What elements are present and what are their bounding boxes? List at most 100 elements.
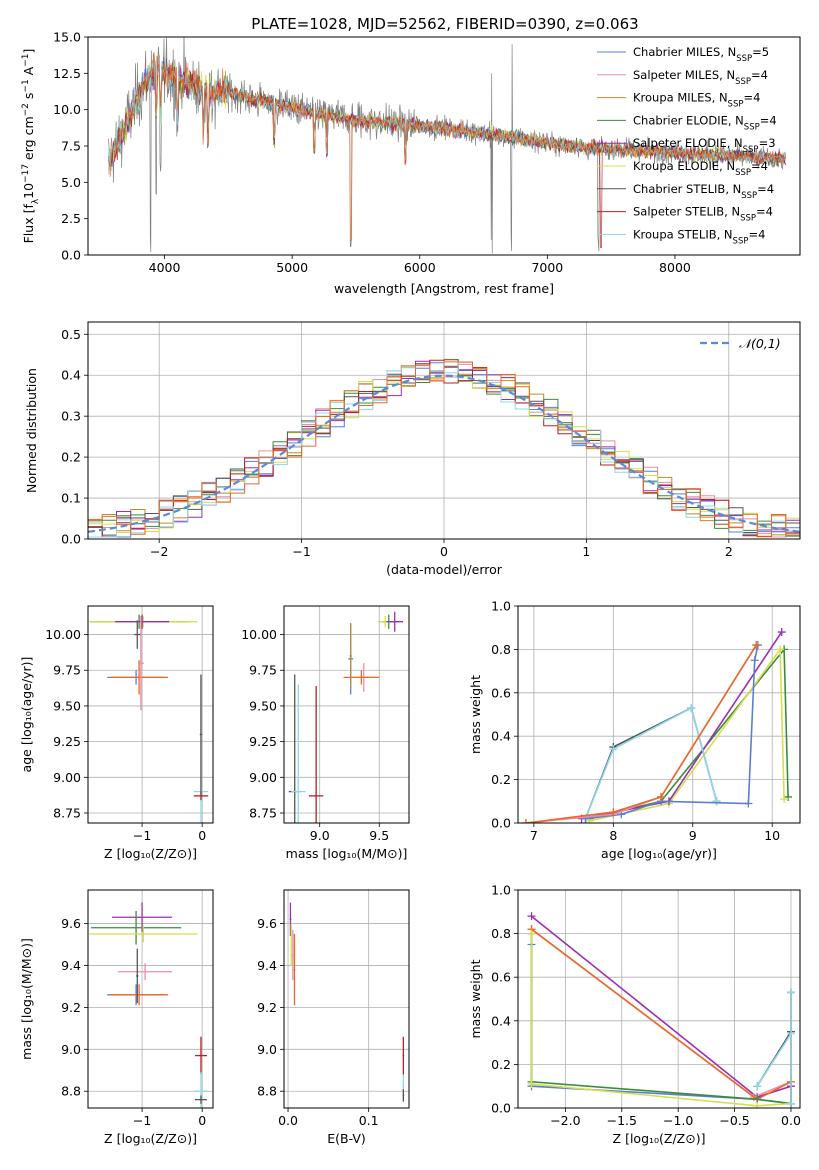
residuals-ytick-label: 0.3 xyxy=(61,409,81,424)
weight_vs_Z-point-marker xyxy=(786,1029,795,1038)
weight_vs_Z-ytick-label: 0.8 xyxy=(491,926,511,941)
residuals-xtick-label: 2 xyxy=(725,544,733,559)
residuals-ytick-label: 0.0 xyxy=(61,532,81,547)
age_vs_Z-ylabel: age [log₁₀(age/yr)] xyxy=(19,657,34,773)
weight_vs_age-point-marker xyxy=(750,656,759,665)
weight_vs_age-series-line xyxy=(585,644,759,820)
spectrum-legend-label: Salpeter ELODIE, NSSP=3 xyxy=(633,136,776,155)
spectrum-legend-text: Chabrier STELIB, N xyxy=(633,182,741,196)
weight_vs_Z-frame xyxy=(517,889,801,1109)
spectrum-ylabel-part: −1 xyxy=(21,54,31,67)
spectrum-xtick-label: 4000 xyxy=(149,260,181,275)
spectrum-ylabel-part: −1 xyxy=(21,79,31,92)
weight_vs_Z-axes: −2.0 −1.5 −1.0 −0.5 0.0 0.0 0.2 0.4 0.6 0.8 1.0 Z [… xyxy=(468,883,801,1147)
spectrum-legend-text: Kroupa STELIB, N xyxy=(633,227,733,241)
figure-title: PLATE=1028, MJD=52562, FIBERID=0390, z=0… xyxy=(251,15,638,33)
weight_vs_Z-point-marker xyxy=(527,929,536,938)
spectrum-ylabel-part: −17 xyxy=(21,164,31,183)
weight_vs_Z-xtick-label: −2.0 xyxy=(550,1113,580,1128)
spectrum-ytick-label: 10.0 xyxy=(53,102,81,117)
weight_vs_age-ylabel: mass weight xyxy=(468,675,483,754)
weight_vs_age-frame xyxy=(517,605,801,824)
residuals-xtick-label: 1 xyxy=(582,544,590,559)
mass_vs_EBV-frame xyxy=(283,889,410,1109)
weight_vs_Z-series-line xyxy=(531,928,792,1099)
residuals-xlabel: (data-model)/error xyxy=(386,562,503,577)
spectrum-legend-sub: SSP xyxy=(728,100,744,110)
age_vs_Z-ytick-label: 9.00 xyxy=(53,770,81,785)
residuals-xtick-label: −1 xyxy=(292,544,310,559)
weight_vs_Z-ytick-label: 0.2 xyxy=(491,1057,511,1072)
spectrum-legend-label: Chabrier MILES, NSSP=5 xyxy=(633,45,769,64)
mass_vs_EBV-xtick-label: 0.1 xyxy=(359,1113,379,1128)
spectrum-legend-sub: SSP xyxy=(735,168,751,178)
weight_vs_age-xtick-label: 10 xyxy=(764,828,780,843)
age_vs_mass-frame xyxy=(283,605,410,824)
weight_vs_Z-ylabel: mass weight xyxy=(468,959,483,1038)
spectrum-legend-tail: =5 xyxy=(752,45,769,59)
age_vs_Z-ytick-label: 8.75 xyxy=(53,806,81,821)
spectrum-ytick-label: 2.5 xyxy=(61,211,81,226)
age_vs_mass-ytick-label: 9.00 xyxy=(249,770,277,785)
spectrum-legend-label: Chabrier STELIB, NSSP=4 xyxy=(633,182,774,201)
mass_vs_Z-ytick-label: 9.0 xyxy=(61,1042,81,1057)
age_vs_mass-axes: 9.0 9.5 8.75 9.00 9.25 9.50 9.75 10.00 mass [log… xyxy=(241,605,410,861)
weight_vs_age-ytick-label: 0.0 xyxy=(491,816,511,831)
spectrum-legend-sub: SSP xyxy=(741,191,757,201)
weight_vs_age-point-marker xyxy=(687,703,696,712)
residuals-ytick-label: 0.1 xyxy=(61,491,81,506)
spectrum-legend-label: Kroupa STELIB, NSSP=4 xyxy=(633,227,765,246)
age_vs_Z-ytick-label: 9.50 xyxy=(53,698,81,713)
age_vs_mass-xtick-label: 9.5 xyxy=(369,828,389,843)
weight_vs_Z-xtick-label: −0.5 xyxy=(719,1113,749,1128)
spectrum-legend-label: Chabrier ELODIE, NSSP=4 xyxy=(633,113,777,132)
weight_vs_Z-series-line xyxy=(756,992,792,1104)
spectrum-ylabel-part: ] xyxy=(21,49,36,54)
spectrum-xlabel: wavelength [Angstrom, rest frame] xyxy=(334,281,554,296)
weight_vs_age-point-marker xyxy=(777,628,786,637)
spectrum-axes: 4000 5000 6000 7000 8000 0.0 2.5 5.0 7.5 10.0 12.5… xyxy=(21,30,801,296)
weight_vs_age-point-marker xyxy=(752,641,761,650)
age_vs_mass-ytick-label: 8.75 xyxy=(249,806,277,821)
weight_vs_age-series-line xyxy=(589,647,789,820)
age_vs_Z-frame xyxy=(87,605,214,824)
weight_vs_age-series-line xyxy=(584,706,718,819)
mass_vs_EBV-ytick-label: 9.2 xyxy=(257,1000,277,1015)
spectrum-legend-text: Salpeter STELIB, N xyxy=(633,205,740,219)
spectrum-legend-text: Salpeter ELODIE, N xyxy=(633,136,743,150)
mass_vs_Z-ylabel: mass [log₁₀(M/M⊙)] xyxy=(19,938,34,1060)
age_vs_Z-xlabel: Z [log₁₀(Z/Z⊙)] xyxy=(104,846,197,861)
weight_vs_Z-series-line xyxy=(756,992,792,1104)
weight_vs_age-point-marker xyxy=(744,799,753,808)
spectrum-legend-tail: =4 xyxy=(760,113,777,127)
weight_vs_age-xtick-label: 7 xyxy=(530,828,538,843)
weight_vs_age-point-marker xyxy=(780,795,789,804)
spectrum-ytick-label: 15.0 xyxy=(53,30,81,45)
spectrum-legend-sub: SSP xyxy=(740,214,756,224)
age_vs_Z-axes: −1 0 8.75 9.00 9.25 9.50 9.75 10.00 Z [log₁₀(Z/Z… xyxy=(19,605,214,861)
weight_vs_age-series-line xyxy=(589,647,785,822)
age_vs_Z-ytick-label: 9.75 xyxy=(53,663,81,678)
residuals-frame xyxy=(87,321,801,540)
mass_vs_Z-xtick-label: 0 xyxy=(198,1113,206,1128)
weight_vs_age-ytick-label: 0.2 xyxy=(491,772,511,787)
spectrum-legend-tail: =4 xyxy=(756,205,773,219)
weight_vs_Z-series-line xyxy=(531,928,792,1101)
spectrum-legend-sub: SSP xyxy=(736,54,752,64)
spectrum-legend-text: Kroupa ELODIE, N xyxy=(633,159,735,173)
weight_vs_Z-ytick-label: 0.0 xyxy=(491,1101,511,1116)
mass_vs_EBV-ytick-label: 9.0 xyxy=(257,1042,277,1057)
spectrum-legend-sub: SSP xyxy=(733,236,749,246)
weight_vs_age-xlabel: age [log₁₀(age/yr)] xyxy=(601,846,717,861)
spectrum-legend-text: Chabrier MILES, N xyxy=(633,45,736,59)
weight_vs_Z-point-marker xyxy=(786,988,795,997)
spectrum-legend-tail: =4 xyxy=(743,91,760,105)
spectrum-model-line xyxy=(108,51,786,241)
weight_vs_Z-series-line xyxy=(530,915,792,1104)
weight_vs_Z-ytick-label: 0.4 xyxy=(491,1013,511,1028)
mass_vs_EBV-ytick-label: 9.6 xyxy=(257,916,277,931)
spectrum-ylabel-part: λ xyxy=(31,198,41,204)
spectrum-model-line xyxy=(108,56,786,175)
residuals-axes: −2 −1 0 1 2 0.0 0.1 0.2 0.3 0.4 0.5 (data-model)/er… xyxy=(24,321,801,577)
